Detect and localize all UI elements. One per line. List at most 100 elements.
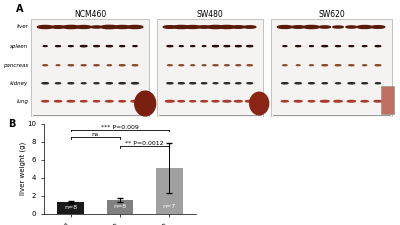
- Text: B: B: [8, 119, 15, 129]
- Ellipse shape: [56, 65, 60, 66]
- Ellipse shape: [80, 45, 87, 47]
- Ellipse shape: [132, 83, 138, 84]
- Ellipse shape: [94, 101, 100, 102]
- Text: n=8: n=8: [114, 204, 126, 209]
- Ellipse shape: [250, 92, 269, 115]
- Ellipse shape: [101, 25, 118, 29]
- Text: SW620: SW620: [318, 10, 345, 19]
- Ellipse shape: [106, 45, 112, 47]
- Ellipse shape: [320, 100, 329, 102]
- Ellipse shape: [282, 101, 288, 102]
- Text: liver: liver: [17, 25, 28, 29]
- Ellipse shape: [232, 26, 245, 28]
- Text: A: A: [16, 4, 24, 14]
- Ellipse shape: [119, 83, 125, 84]
- Ellipse shape: [68, 83, 74, 84]
- Ellipse shape: [213, 65, 218, 66]
- Ellipse shape: [236, 83, 241, 84]
- Ellipse shape: [43, 46, 47, 47]
- Text: pancreas: pancreas: [3, 63, 28, 68]
- Ellipse shape: [56, 83, 60, 84]
- Ellipse shape: [202, 83, 207, 84]
- Ellipse shape: [81, 65, 86, 66]
- Ellipse shape: [94, 46, 99, 47]
- Ellipse shape: [114, 25, 130, 29]
- Ellipse shape: [376, 83, 380, 84]
- Ellipse shape: [349, 65, 354, 66]
- Ellipse shape: [94, 83, 99, 84]
- Text: n=8: n=8: [64, 205, 78, 210]
- Ellipse shape: [56, 46, 60, 47]
- Ellipse shape: [349, 46, 354, 47]
- Ellipse shape: [179, 46, 183, 47]
- Ellipse shape: [246, 100, 254, 102]
- Ellipse shape: [42, 83, 48, 84]
- Ellipse shape: [309, 83, 314, 84]
- Ellipse shape: [234, 101, 242, 102]
- Ellipse shape: [119, 65, 125, 66]
- Text: lung: lung: [16, 99, 28, 104]
- Ellipse shape: [52, 26, 65, 28]
- Bar: [58, 202, 84, 214]
- Ellipse shape: [362, 46, 367, 47]
- Ellipse shape: [296, 46, 301, 47]
- Ellipse shape: [236, 65, 241, 66]
- Ellipse shape: [235, 45, 241, 47]
- Ellipse shape: [167, 83, 173, 84]
- Ellipse shape: [168, 65, 172, 66]
- Ellipse shape: [131, 100, 139, 102]
- Text: kidney: kidney: [10, 81, 28, 86]
- Ellipse shape: [178, 83, 184, 84]
- Bar: [156, 168, 182, 214]
- Y-axis label: liver weight (g): liver weight (g): [20, 142, 26, 195]
- Ellipse shape: [348, 83, 355, 84]
- Text: spleen: spleen: [10, 44, 28, 49]
- Ellipse shape: [362, 83, 368, 84]
- Ellipse shape: [322, 83, 327, 84]
- Ellipse shape: [191, 65, 194, 66]
- Ellipse shape: [322, 45, 328, 47]
- Ellipse shape: [191, 46, 195, 47]
- Ellipse shape: [107, 65, 112, 66]
- Ellipse shape: [333, 26, 343, 28]
- Ellipse shape: [80, 101, 87, 102]
- Ellipse shape: [76, 25, 91, 29]
- Text: SW480: SW480: [196, 10, 223, 19]
- Ellipse shape: [135, 91, 156, 116]
- Text: n=7: n=7: [162, 204, 176, 209]
- Text: *** P=0.009: *** P=0.009: [101, 125, 139, 130]
- Ellipse shape: [63, 25, 79, 29]
- Ellipse shape: [294, 101, 302, 102]
- Ellipse shape: [43, 65, 48, 66]
- Ellipse shape: [119, 101, 126, 102]
- Ellipse shape: [120, 46, 125, 47]
- Ellipse shape: [212, 45, 218, 47]
- Ellipse shape: [68, 65, 74, 66]
- FancyBboxPatch shape: [271, 19, 392, 117]
- Ellipse shape: [225, 65, 229, 66]
- Ellipse shape: [179, 65, 184, 66]
- Ellipse shape: [185, 25, 200, 29]
- Ellipse shape: [173, 25, 189, 29]
- Ellipse shape: [106, 83, 112, 84]
- Ellipse shape: [308, 101, 315, 102]
- Ellipse shape: [322, 65, 328, 66]
- Text: ns: ns: [92, 132, 99, 137]
- Ellipse shape: [167, 45, 173, 47]
- Ellipse shape: [247, 45, 253, 47]
- Ellipse shape: [346, 26, 357, 28]
- Ellipse shape: [94, 65, 99, 66]
- Ellipse shape: [336, 83, 340, 84]
- Ellipse shape: [336, 46, 340, 47]
- Bar: [106, 200, 134, 214]
- FancyBboxPatch shape: [157, 19, 263, 117]
- Ellipse shape: [244, 26, 256, 28]
- Text: ** P=0.0012: ** P=0.0012: [125, 141, 164, 146]
- Ellipse shape: [42, 101, 49, 102]
- Ellipse shape: [198, 26, 210, 28]
- Ellipse shape: [295, 83, 301, 84]
- Ellipse shape: [133, 46, 137, 47]
- Ellipse shape: [347, 100, 356, 102]
- Ellipse shape: [178, 101, 184, 102]
- Ellipse shape: [310, 46, 314, 47]
